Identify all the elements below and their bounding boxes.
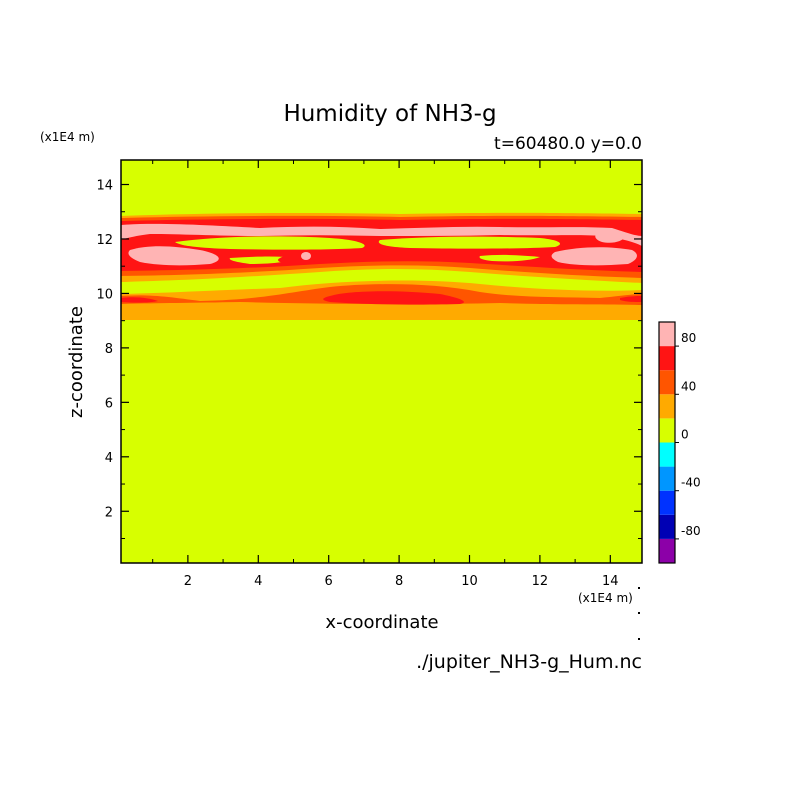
colorbar-tick-label: -40 [681, 476, 701, 490]
contour-gap-lower-strip-2 [479, 254, 540, 262]
colorbar-swatch [659, 490, 675, 515]
contour-pink-far-right [595, 231, 626, 243]
x-tick-label: 6 [325, 574, 333, 589]
x-tick-label: 14 [602, 574, 619, 589]
colorbar-swatch [659, 514, 675, 539]
contour-lower-layer [121, 280, 642, 320]
contour-pink-right-lobe [551, 247, 637, 266]
plot-frame [120, 159, 643, 564]
plot-area: 2 4 6 8 10 12 14 2 4 6 8 10 12 14 [96, 159, 643, 589]
contour-pink-dot [301, 252, 311, 260]
colorbar-tick-label: -80 [681, 524, 701, 538]
x-unit-label: (x1E4 m) [578, 591, 633, 605]
y-tick-label: 6 [105, 396, 113, 411]
colorbar-swatch [659, 346, 675, 371]
y-tick-label: 2 [105, 505, 113, 520]
colorbar-swatch [659, 370, 675, 395]
decor-dots [638, 587, 640, 640]
y-tick-label: 4 [105, 451, 113, 466]
contour-upper-layer [121, 212, 642, 283]
colorbar: -80 -40 0 40 80 [658, 321, 701, 564]
x-tick-label: 2 [184, 574, 192, 589]
colorbar-tick-label: 80 [681, 331, 696, 345]
x-tick-label: 4 [254, 574, 262, 589]
chart-subtitle: t=60480.0 y=0.0 [494, 134, 642, 154]
colorbar-swatch [659, 466, 675, 491]
chart-title: Humidity of NH3-g [283, 101, 496, 127]
colorbar-swatch [659, 538, 675, 563]
colorbar-tick-label: 0 [681, 428, 689, 442]
contour-gap-mid [378, 236, 560, 249]
colorbar-swatch [659, 394, 675, 419]
colorbar-tick-label: 40 [681, 379, 696, 393]
x-tick-label: 8 [395, 574, 403, 589]
contour-band-red-right [620, 296, 642, 302]
contour-pink-left-lobe [128, 246, 219, 266]
x-tick-label: 10 [461, 574, 478, 589]
x-axis-label: x-coordinate [325, 612, 438, 633]
x-tick-label: 12 [532, 574, 549, 589]
contour-gap-center [175, 236, 365, 250]
source-file-label: ./jupiter_NH3-g_Hum.nc [416, 651, 642, 673]
contour-pink-top-ribbon [121, 223, 642, 246]
contour-band-red-left [121, 297, 158, 303]
colorbar-swatch [659, 442, 675, 467]
y-tick-label: 8 [105, 342, 113, 357]
colorbar-swatch [659, 322, 675, 347]
y-axis-label: z-coordinate [66, 306, 87, 418]
contour-band-red-core [323, 291, 464, 305]
y-unit-label: (x1E4 m) [40, 130, 95, 144]
y-tick-label: 12 [96, 233, 113, 248]
y-tick-label: 14 [96, 179, 113, 194]
axis-ticks: 2 4 6 8 10 12 14 2 4 6 8 10 12 14 [96, 160, 642, 589]
y-tick-label: 10 [96, 287, 113, 302]
colorbar-swatch [659, 418, 675, 443]
